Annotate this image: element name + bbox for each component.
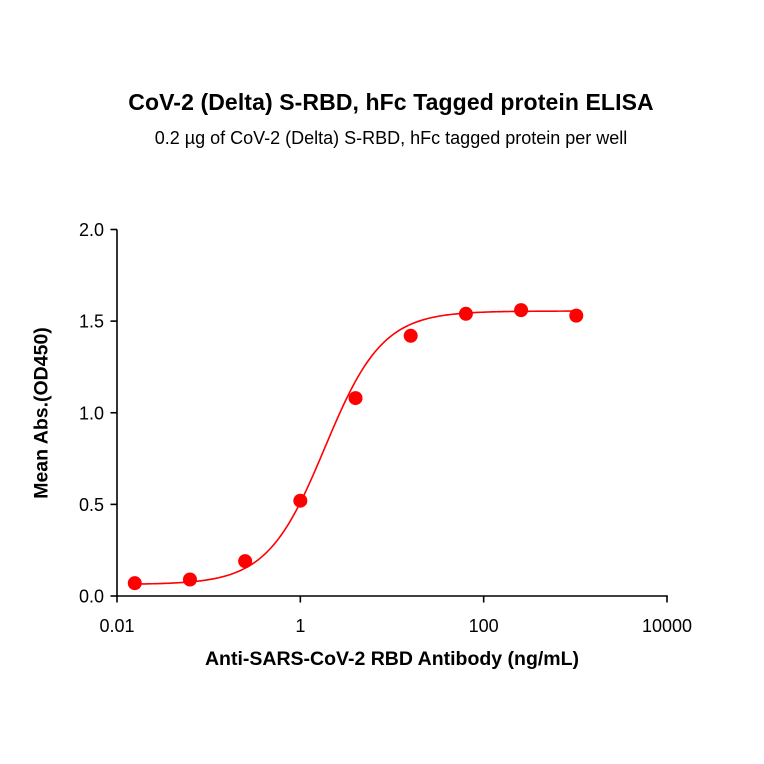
x-ticks: 0.01 1 100 10000 bbox=[99, 596, 692, 636]
data-point bbox=[348, 391, 363, 406]
x-axis: 0.01 1 100 10000 bbox=[99, 595, 692, 636]
y-tick-label: 0.5 bbox=[79, 495, 104, 515]
data-point bbox=[238, 554, 253, 569]
data-point bbox=[514, 303, 529, 318]
y-axis-label: Mean Abs.(OD450) bbox=[30, 327, 53, 499]
data-point bbox=[569, 308, 584, 323]
data-series bbox=[127, 303, 584, 591]
chart-title: CoV-2 (Delta) S-RBD, hFc Tagged protein … bbox=[128, 89, 654, 115]
y-axis: 0.0 0.5 1.0 1.5 2.0 bbox=[79, 220, 118, 607]
data-point bbox=[403, 328, 418, 343]
y-ticks: 0.0 0.5 1.0 1.5 2.0 bbox=[79, 220, 117, 607]
data-point bbox=[182, 572, 197, 587]
y-tick-label: 1.5 bbox=[79, 312, 104, 332]
chart-subtitle: 0.2 µg of CoV-2 (Delta) S-RBD, hFc tagge… bbox=[154, 128, 628, 148]
fit-curve bbox=[134, 310, 577, 585]
x-tick-label: 0.01 bbox=[99, 616, 134, 636]
y-tick-label: 2.0 bbox=[79, 220, 104, 240]
x-tick-label: 10000 bbox=[642, 616, 692, 636]
data-point bbox=[458, 306, 473, 321]
x-axis-label: Anti-SARS-CoV-2 RBD Antibody (ng/mL) bbox=[204, 648, 580, 670]
data-point bbox=[293, 493, 308, 508]
x-tick-label: 1 bbox=[295, 616, 305, 636]
y-tick-label: 0.0 bbox=[79, 587, 104, 607]
x-tick-label: 100 bbox=[469, 616, 499, 636]
data-point bbox=[127, 576, 142, 591]
y-tick-label: 1.0 bbox=[79, 403, 104, 423]
